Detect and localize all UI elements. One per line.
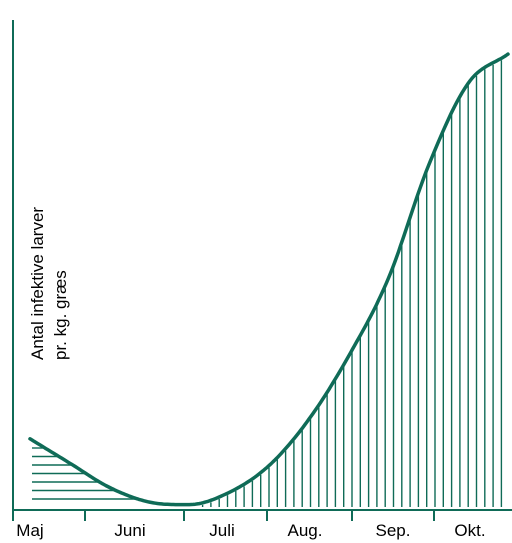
series-curve [28,52,510,507]
x-tick-label: Juli [209,521,235,540]
x-tick-label: Aug. [288,521,323,540]
y-axis-title-line1: Antal infektive larver [28,207,47,360]
x-tick-label: Sep. [376,521,411,540]
hatch-fill [32,60,503,507]
x-tick-label: Maj [16,521,43,540]
x-axis-tick-labels: Maj Juni Juli Aug. Sep. Okt. [16,521,485,540]
x-tick-label: Juni [114,521,145,540]
y-axis-title-line2: pr. kg. græs [51,270,70,360]
x-axis-ticks [12,510,435,521]
x-tick-label: Okt. [454,521,485,540]
